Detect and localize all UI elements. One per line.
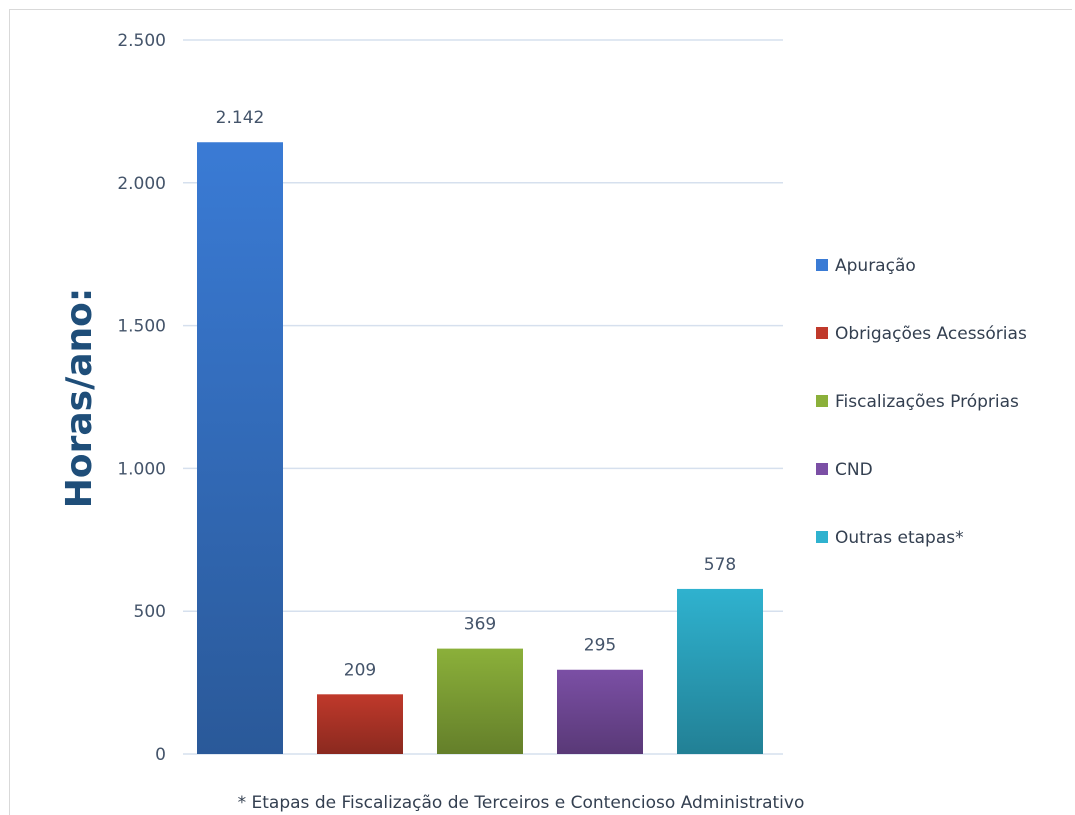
chart-frame (9, 9, 1072, 815)
y-tick-label: 1.000 (117, 459, 166, 479)
bar-4 (557, 669, 643, 754)
legend-label: Fiscalizações Próprias (835, 392, 1019, 412)
legend: Apuração Obrigações Acessórias Fiscalizaçõ… (816, 256, 1027, 548)
data-label: 578 (704, 555, 736, 575)
legend-swatch (816, 531, 828, 543)
bar-5 (677, 588, 763, 754)
data-labels: 2.142 209 369 295 578 (216, 108, 737, 680)
legend-swatch (816, 327, 828, 339)
y-tick-label: 1.500 (117, 317, 166, 337)
y-axis-ticks: 0 500 1.000 1.500 2.000 2.500 (117, 31, 166, 765)
data-label: 2.142 (216, 108, 265, 128)
y-tick-label: 2.500 (117, 31, 166, 51)
legend-label: CND (835, 460, 873, 480)
y-tick-label: 2.000 (117, 174, 166, 194)
data-label: 295 (584, 636, 616, 656)
footnote: * Etapas de Fiscalização de Terceiros e … (238, 793, 805, 813)
legend-label: Obrigações Acessórias (835, 324, 1027, 344)
legend-swatch (816, 395, 828, 407)
legend-swatch (816, 259, 828, 271)
y-tick-label: 0 (155, 745, 166, 765)
bars (197, 142, 763, 754)
legend-label: Outras etapas* (835, 528, 964, 548)
data-label: 209 (344, 660, 376, 680)
legend-label: Apuração (835, 256, 916, 276)
bar-1 (197, 142, 283, 754)
y-axis-label: Horas/ano: (59, 288, 100, 509)
y-tick-label: 500 (134, 602, 166, 622)
data-label: 369 (464, 615, 496, 635)
bar-3 (437, 648, 523, 754)
legend-swatch (816, 463, 828, 475)
bar-2 (317, 694, 403, 754)
